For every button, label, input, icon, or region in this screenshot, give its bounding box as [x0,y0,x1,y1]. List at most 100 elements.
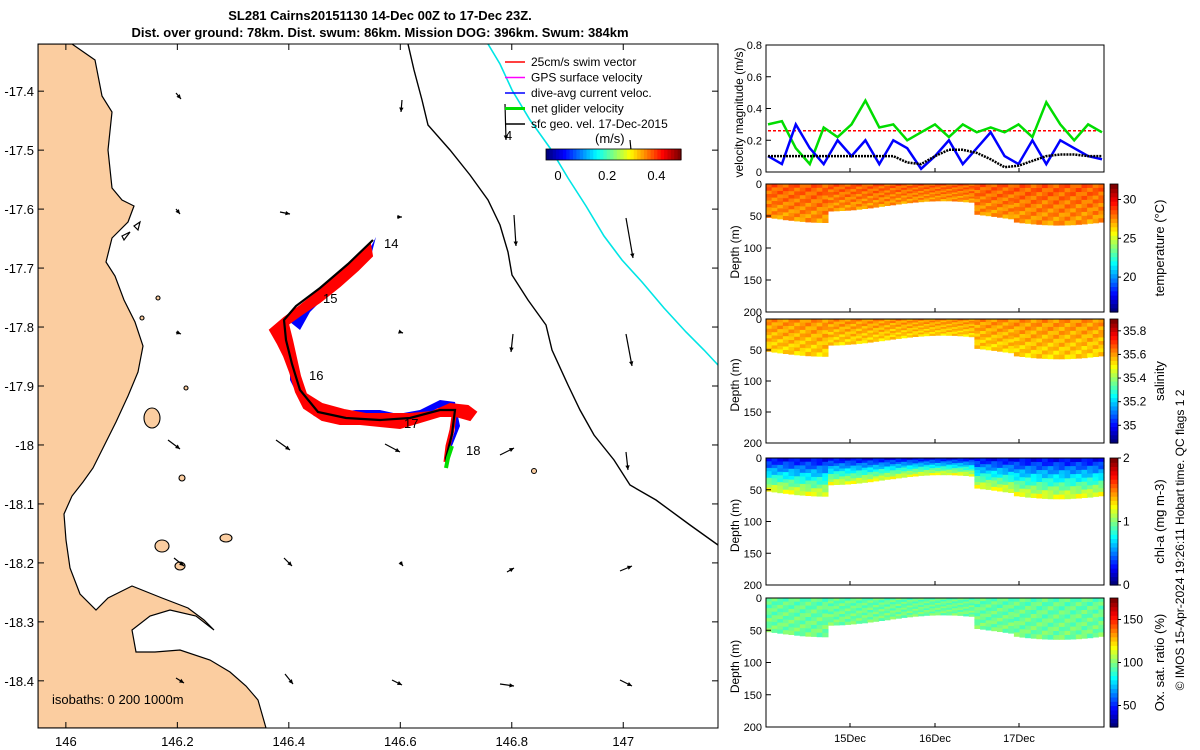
section-cell [805,344,812,349]
section-cell [1092,218,1099,224]
section-cell [1098,184,1105,189]
section-cell [963,196,970,199]
section-cell [951,613,959,616]
section-cell [901,330,908,333]
colorbar-segment [630,149,635,160]
section-cell [782,626,790,631]
section-cell [997,487,1004,492]
section-cell [889,466,897,469]
section-cell [901,319,908,322]
section-cell [771,328,778,333]
section-colorbar-segment [1110,491,1118,497]
section-cell [1070,462,1077,467]
section-colorbar-frame [1109,318,1119,444]
section-colorbar-segment [1110,496,1118,501]
section-cell [1013,476,1021,482]
section-cell [771,478,778,483]
section-cell [906,200,913,204]
section-cell [918,320,925,323]
section-cell [844,191,852,195]
section-cell [766,210,773,215]
section-cell [799,329,806,335]
geo-velocity-arrowhead [179,561,184,566]
section-cell [1036,200,1043,205]
section-cell [788,465,795,470]
section-cell [1081,610,1088,615]
legend-label: 25cm/s swim vector [531,55,636,69]
section-cell [1047,350,1054,356]
section-cell [822,218,829,223]
section-cell [929,471,936,474]
section-cell [906,328,913,331]
section-cell [935,601,942,604]
section-cell [980,470,987,474]
section-cell [946,195,953,198]
section-cell [974,190,981,194]
section-cell [912,472,919,475]
section-cell [912,459,919,463]
geo-velocity-arrowhead [629,361,634,366]
section-cell [906,195,913,198]
section-cell [901,187,908,191]
section-cell [1058,462,1066,467]
section-cell [997,331,1004,336]
section-cell [1075,220,1082,225]
section-cell [1036,188,1043,193]
section-cell [929,459,936,462]
section-cell [833,205,840,209]
section-cell [839,465,846,470]
section-cell [1047,614,1054,620]
section-cell [901,195,908,198]
section-cell [997,604,1004,609]
section-cell [777,485,784,490]
section-cell [906,614,913,618]
section-cell [822,601,829,607]
section-cell [968,326,975,329]
section-cell [861,196,868,200]
section-cell [1081,630,1088,635]
section-cell [861,203,868,207]
section-cell [777,197,784,202]
section-cell [1092,629,1099,634]
section-cell [856,204,863,208]
section-cell [895,469,902,473]
section-cell [991,319,998,323]
section-cell [844,319,852,323]
section-cell [1064,635,1071,640]
section-cell [1008,608,1015,613]
section-cell [867,600,874,604]
section-cell [766,335,773,339]
section-cell [811,195,818,200]
section-cell [1064,614,1071,620]
section-colorbar-segment [1110,339,1118,345]
section-cell [822,629,829,634]
section-cell [912,607,919,610]
section-cell [782,332,790,337]
section-cell [912,605,919,608]
section-cell [1047,478,1054,483]
section-cell [828,622,835,626]
colorbar-segment [677,149,682,160]
section-cell [1098,617,1105,622]
section-cell [1075,330,1082,336]
section-cell [884,319,891,322]
section-cell [873,462,880,466]
section-cell [946,458,953,461]
section-cell [861,330,868,334]
section-cell [974,327,981,332]
section-cell [935,608,942,611]
section-cell [1058,334,1066,340]
section-cell [805,476,812,481]
section-cell [850,331,857,335]
section-cell [889,323,897,326]
section-cell [1070,614,1077,620]
section-colorbar-segment [1110,487,1118,493]
section-cell [799,351,806,356]
section-cell [794,340,801,345]
section-cell [1013,628,1021,633]
section-cell [816,484,823,489]
section-cell [940,464,947,467]
section-cell [1025,489,1032,494]
section-cell [766,328,773,333]
section-cell [985,626,992,631]
